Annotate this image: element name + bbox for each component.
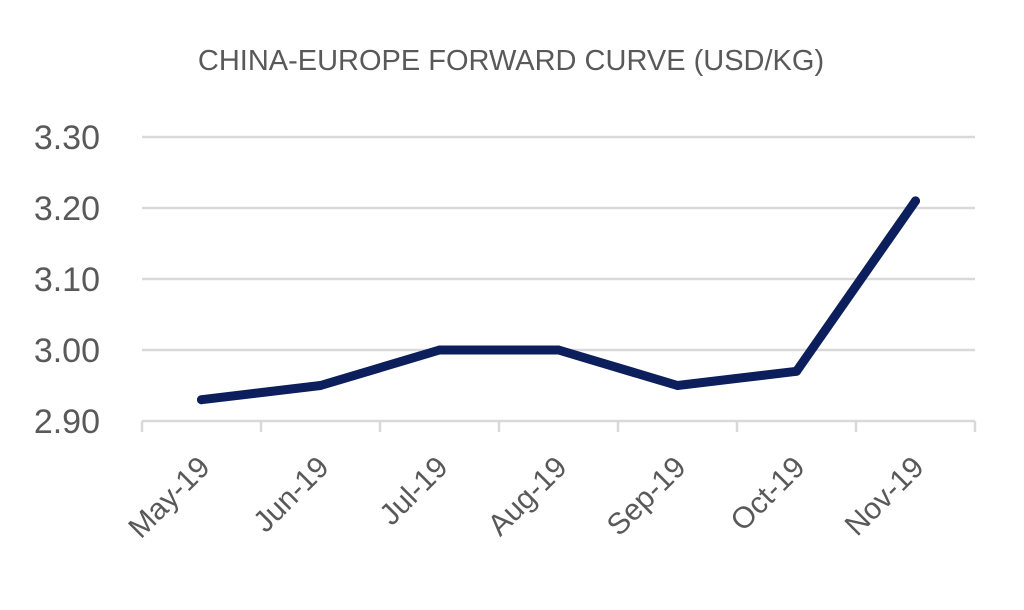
data-point: [197, 395, 206, 405]
gridlines: [142, 135, 975, 352]
y-tick-label: 3.20: [34, 190, 100, 228]
y-tick-label: 3.30: [34, 119, 100, 157]
x-tick-label: Jun-19: [247, 451, 335, 539]
data-point: [435, 345, 444, 355]
y-axis-tick-labels: 2.90 3.00 3.10 3.20 3.30: [34, 119, 100, 441]
data-point: [673, 381, 682, 390]
x-tick-label: May-19: [122, 451, 216, 545]
x-tick-label: Jul-19: [373, 451, 454, 532]
data-point: [316, 381, 325, 390]
x-tick-label: Aug-19: [482, 451, 574, 543]
chart-title: CHINA-EUROPE FORWARD CURVE (USD/KG): [198, 45, 824, 77]
series-layer: [197, 196, 920, 405]
y-tick-label: 3.00: [34, 332, 100, 370]
data-point: [554, 345, 563, 355]
series-line: [197, 196, 920, 405]
x-axis: [140, 419, 977, 432]
x-tick-label: Sep-19: [601, 451, 693, 543]
data-point: [911, 196, 920, 206]
y-tick-label: 2.90: [34, 403, 100, 441]
data-point: [792, 366, 801, 376]
x-axis-tick-labels: May-19 Jun-19 Jul-19 Aug-19 Sep-19 Oct-19 Nov-…: [122, 451, 930, 545]
y-tick-label: 3.10: [34, 261, 100, 299]
x-tick-label: Oct-19: [724, 451, 811, 538]
x-tick-label: Nov-19: [839, 451, 931, 543]
